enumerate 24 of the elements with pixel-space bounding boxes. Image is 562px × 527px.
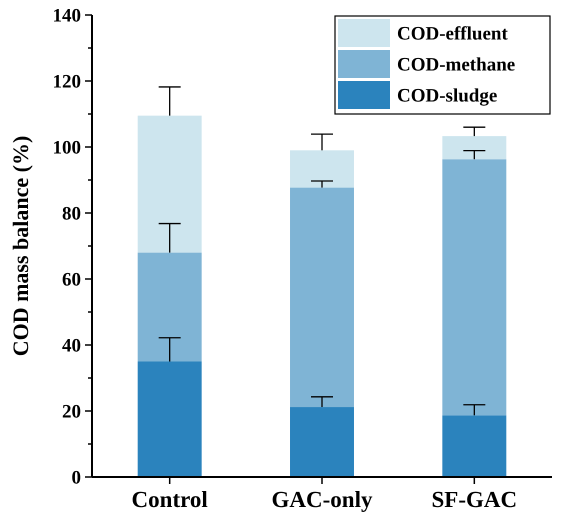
y-tick-label: 60 — [62, 270, 81, 291]
x-tick-label: SF-GAC — [432, 487, 518, 512]
y-tick-label: 100 — [52, 138, 81, 159]
bar — [290, 407, 354, 477]
bar — [138, 116, 202, 253]
bar — [290, 150, 354, 188]
y-tick-label: 20 — [62, 402, 81, 423]
bar — [442, 159, 506, 416]
y-tick-label: 120 — [52, 72, 81, 93]
y-tick-label: 140 — [52, 6, 81, 27]
bar — [138, 252, 202, 362]
y-tick-label: 40 — [62, 336, 81, 357]
x-tick-label: GAC-only — [272, 487, 373, 512]
bar — [442, 415, 506, 477]
legend-label: COD-sludge — [397, 86, 498, 107]
bar — [290, 188, 354, 408]
y-tick-label: 0 — [72, 468, 81, 489]
legend-label: COD-methane — [397, 54, 516, 76]
y-axis-title: COD mass balance (%) — [8, 136, 33, 356]
x-tick-label: Control — [132, 487, 208, 512]
y-tick-label: 80 — [62, 204, 81, 225]
bar — [138, 362, 202, 477]
bar — [442, 136, 506, 160]
legend-label: COD-effluent — [397, 24, 508, 45]
